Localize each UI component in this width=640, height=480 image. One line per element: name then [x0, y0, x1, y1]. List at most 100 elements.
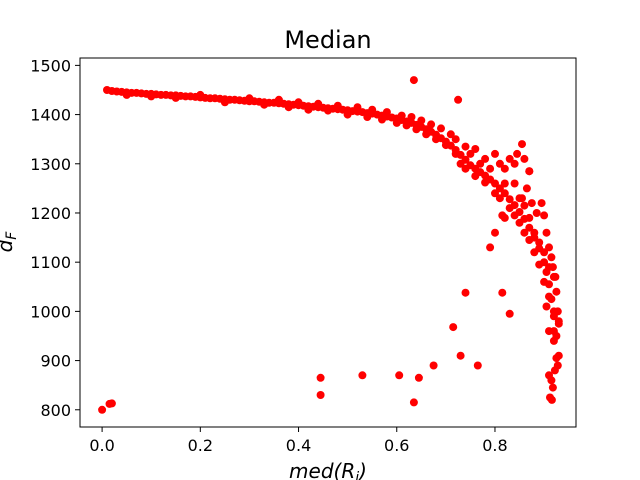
- data-point: [500, 213, 509, 222]
- data-point: [525, 213, 534, 222]
- data-point: [324, 106, 332, 115]
- data-point: [395, 371, 404, 380]
- data-point: [147, 92, 156, 101]
- y-tick-label: 1300: [30, 155, 71, 174]
- data-point: [518, 140, 526, 149]
- data-point: [500, 164, 509, 173]
- data-point: [540, 248, 549, 257]
- data-point: [498, 288, 507, 297]
- data-point: [515, 218, 524, 227]
- data-point: [441, 141, 450, 150]
- data-point: [245, 94, 254, 103]
- data-point: [451, 149, 460, 158]
- data-point: [522, 184, 531, 193]
- data-point: [294, 98, 303, 107]
- y-axis-label-sub: F: [4, 231, 20, 240]
- data-point: [220, 98, 229, 107]
- x-axis-label-sub: i: [355, 470, 359, 480]
- data-point: [429, 361, 438, 370]
- data-point: [427, 120, 436, 129]
- data-point: [417, 116, 426, 125]
- data-point: [122, 90, 131, 99]
- data-point: [548, 263, 557, 272]
- data-point: [196, 90, 205, 99]
- data-point: [437, 124, 445, 133]
- data-point: [446, 130, 455, 139]
- data-point: [525, 167, 534, 176]
- data-point: [491, 228, 499, 237]
- data-point: [414, 373, 423, 382]
- data-point: [456, 351, 465, 360]
- y-tick-label: 800: [40, 401, 71, 420]
- data-point: [392, 118, 401, 127]
- data-point: [505, 204, 514, 213]
- data-point: [545, 327, 553, 336]
- data-point: [476, 159, 485, 168]
- data-point: [500, 179, 509, 188]
- data-point: [532, 209, 541, 217]
- data-point: [402, 121, 411, 130]
- y-axis-label: dF: [0, 231, 20, 253]
- data-point: [537, 199, 546, 208]
- data-point: [368, 105, 377, 114]
- data-point: [530, 228, 539, 237]
- data-point: [456, 159, 465, 168]
- data-point: [549, 336, 558, 345]
- data-point: [333, 101, 342, 110]
- data-point: [363, 113, 372, 121]
- x-tick-label: 0.8: [482, 436, 507, 455]
- data-point: [260, 100, 269, 109]
- data-point: [525, 223, 534, 232]
- data-point: [407, 113, 416, 121]
- y-tick-label: 1000: [30, 302, 71, 321]
- y-axis-label-main: d: [0, 239, 17, 252]
- data-point: [412, 125, 421, 134]
- data-point: [551, 272, 560, 281]
- data-point: [304, 105, 313, 114]
- data-point: [510, 179, 519, 188]
- data-point: [471, 145, 480, 153]
- data-point: [466, 149, 475, 158]
- data-point: [552, 354, 561, 363]
- data-point: [550, 366, 559, 375]
- data-points: [98, 76, 563, 414]
- data-point: [473, 361, 482, 370]
- data-point: [378, 115, 386, 124]
- data-point: [274, 95, 283, 104]
- data-point: [409, 76, 418, 85]
- data-point: [554, 319, 563, 328]
- data-point: [461, 142, 470, 151]
- x-axis: 0.0 0.2 0.4 0.6 0.8: [89, 427, 508, 455]
- data-point: [535, 238, 544, 247]
- data-point: [545, 243, 553, 252]
- x-tick-label: 0.0: [89, 436, 114, 455]
- data-point: [542, 228, 551, 237]
- y-axis: 800 900 1000 1100 1200 1300 1400 1500: [30, 56, 80, 420]
- data-point: [461, 288, 470, 297]
- x-axis-label: med(Ri): [289, 459, 367, 480]
- data-point: [540, 277, 549, 286]
- data-point: [481, 154, 490, 163]
- data-point: [481, 178, 490, 187]
- data-point: [495, 159, 504, 168]
- data-point: [545, 292, 553, 301]
- chart-title: Median: [284, 26, 371, 54]
- data-point: [454, 95, 463, 104]
- data-point: [510, 211, 519, 220]
- x-tick-label: 0.6: [384, 436, 409, 455]
- data-point: [451, 135, 460, 144]
- data-point: [547, 395, 556, 404]
- data-point: [397, 111, 406, 120]
- data-point: [548, 383, 557, 392]
- data-point: [505, 309, 514, 318]
- data-point: [520, 228, 529, 237]
- data-point: [535, 260, 544, 269]
- data-point: [491, 149, 499, 158]
- data-point: [343, 110, 352, 119]
- data-point: [530, 248, 539, 257]
- x-axis-label-close: ): [357, 459, 367, 480]
- x-tick-label: 0.2: [188, 436, 213, 455]
- data-point: [486, 164, 495, 173]
- data-point: [316, 373, 325, 382]
- data-point: [520, 154, 529, 163]
